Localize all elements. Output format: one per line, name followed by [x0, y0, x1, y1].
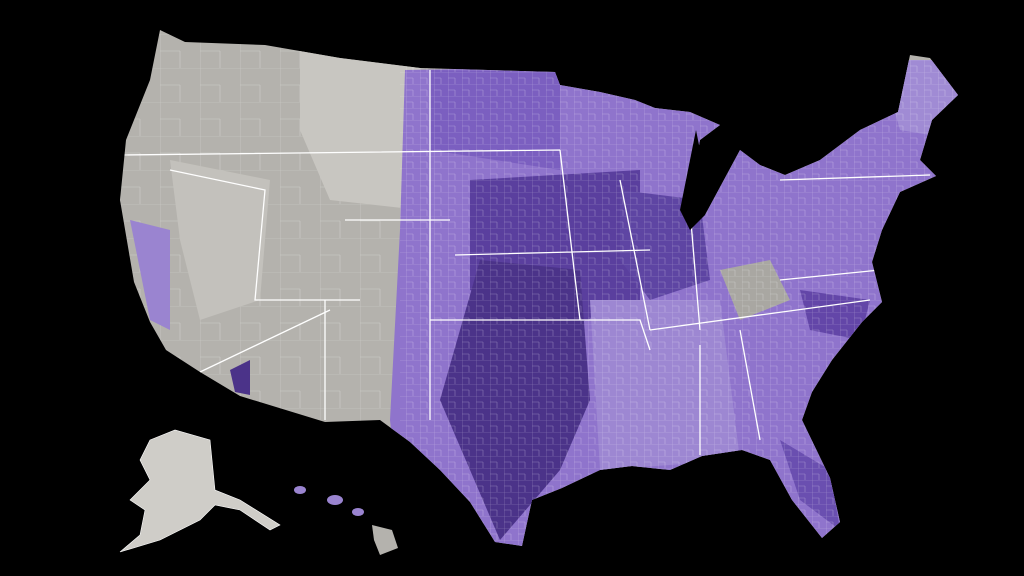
hawaii: [294, 486, 398, 555]
region-mountain: [300, 50, 420, 210]
region-nevada: [170, 160, 270, 320]
county-lines-east: [400, 60, 958, 546]
lake-michigan: [680, 130, 705, 230]
state-borders: [120, 70, 931, 455]
hawaii-island: [352, 508, 364, 516]
region-arizona: [230, 360, 250, 395]
lower-48: [120, 30, 958, 546]
hawaii-island: [327, 495, 343, 505]
region-california-coast: [130, 220, 170, 330]
hawaii-island: [294, 486, 306, 494]
hawaii-big-island: [372, 525, 398, 555]
alaska: [119, 429, 281, 553]
